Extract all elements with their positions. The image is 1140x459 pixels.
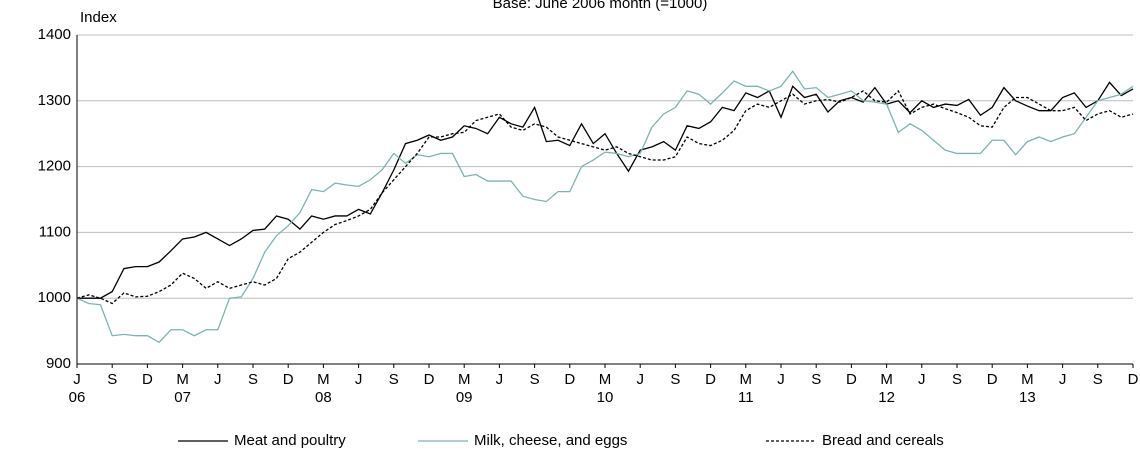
x-tick-label: M (880, 371, 893, 388)
x-tick-label: M (458, 371, 471, 388)
x-tick-label: M (599, 371, 612, 388)
x-tick-label: S (952, 371, 962, 388)
x-tick-label: D (987, 371, 998, 388)
legend-label: Milk, cheese, and eggs (474, 432, 627, 449)
year-label: 11 (738, 389, 754, 406)
series-line (77, 81, 1134, 299)
x-tick-label: M (1021, 371, 1034, 388)
y-tick-label: 900 (46, 355, 71, 372)
chart-subtitle: Base: June 2006 month (=1000) (493, 0, 708, 12)
x-tick-label: J (73, 371, 81, 388)
year-label: 09 (456, 389, 473, 406)
series-line (76, 70, 1134, 344)
y-tick-label: 1300 (38, 92, 71, 109)
legend-label: Meat and poultry (234, 432, 346, 449)
x-tick-label: J (214, 371, 222, 388)
x-tick-label: D (564, 371, 575, 388)
x-tick-label: S (670, 371, 680, 388)
x-tick-label: M (317, 371, 330, 388)
y-tick-label: 1000 (38, 289, 71, 306)
x-tick-label: S (530, 371, 540, 388)
x-tick-label: S (811, 371, 821, 388)
x-tick-label: J (355, 371, 363, 388)
year-label: 12 (878, 389, 895, 406)
year-label: 13 (1019, 389, 1036, 406)
x-tick-label: D (424, 371, 435, 388)
x-tick-label: S (248, 371, 258, 388)
x-tick-label: J (777, 371, 785, 388)
legend-label: Bread and cereals (822, 432, 944, 449)
y-tick-label: 1200 (38, 158, 71, 175)
x-tick-label: S (1093, 371, 1103, 388)
x-tick-label: D (1128, 371, 1139, 388)
x-tick-label: J (1059, 371, 1067, 388)
x-tick-label: M (740, 371, 753, 388)
year-label: 08 (315, 389, 332, 406)
x-tick-label: S (107, 371, 117, 388)
x-tick-label: M (176, 371, 189, 388)
year-label: 07 (174, 389, 191, 406)
x-tick-label: J (636, 371, 644, 388)
year-label: 06 (69, 389, 86, 406)
x-tick-label: D (846, 371, 857, 388)
x-tick-label: D (283, 371, 294, 388)
y-tick-label: 1400 (38, 26, 71, 43)
x-tick-label: S (389, 371, 399, 388)
series-line (76, 89, 1134, 305)
x-tick-label: D (142, 371, 153, 388)
y-axis-label: Index (80, 9, 117, 26)
x-tick-label: J (496, 371, 504, 388)
y-tick-label: 1100 (39, 223, 71, 240)
x-tick-label: D (705, 371, 716, 388)
year-label: 10 (597, 389, 614, 406)
x-tick-label: J (918, 371, 926, 388)
